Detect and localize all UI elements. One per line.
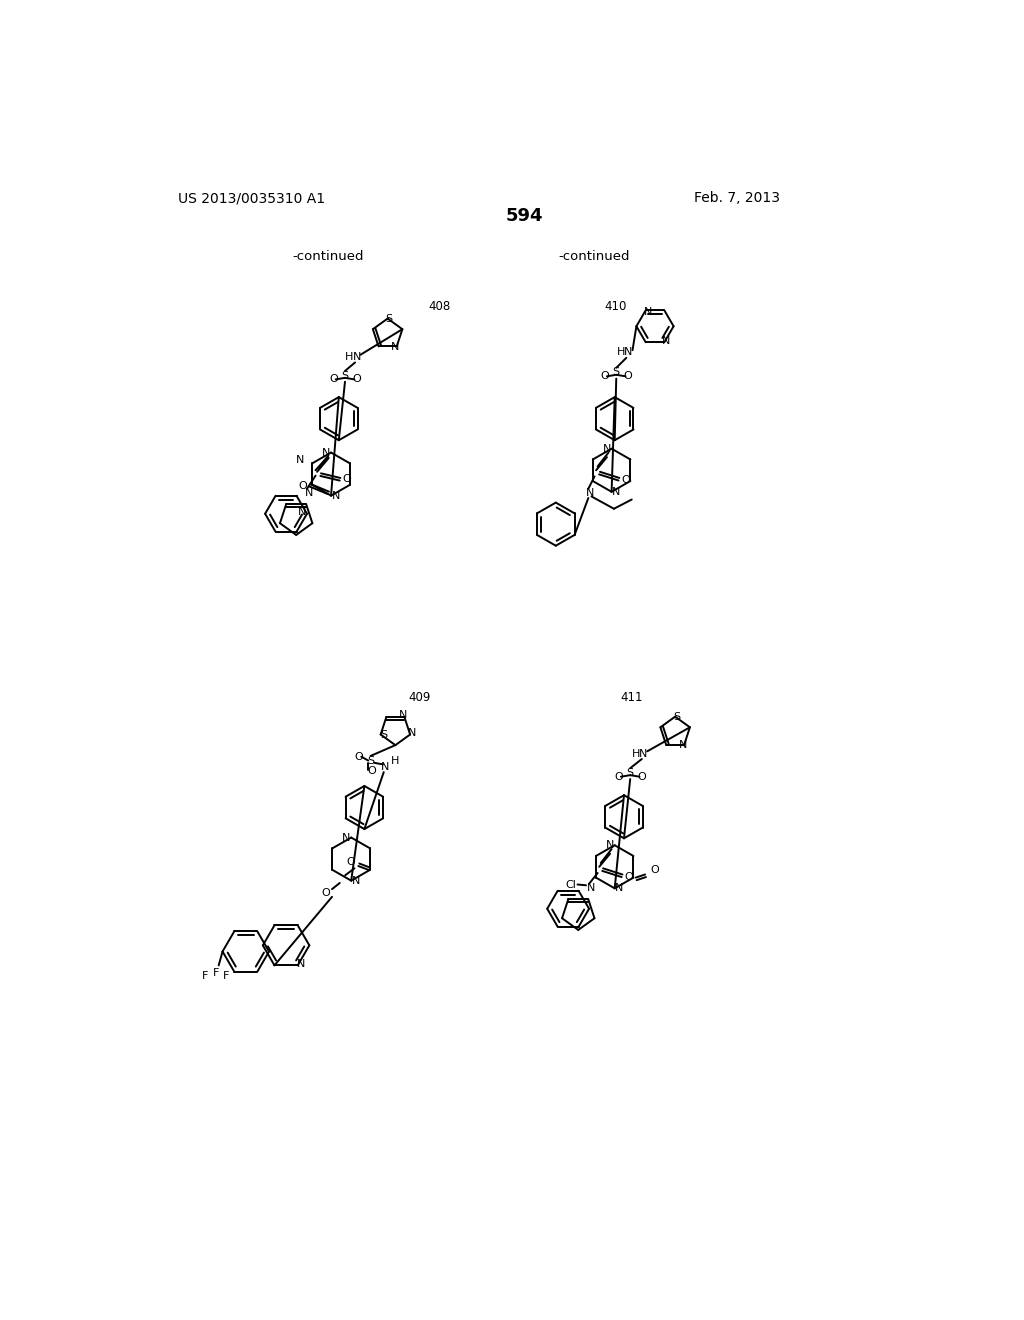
Text: N: N: [296, 455, 304, 465]
Text: O: O: [622, 475, 630, 486]
Text: N: N: [304, 488, 312, 499]
Text: N: N: [297, 958, 305, 969]
Text: N: N: [297, 507, 306, 517]
Text: N: N: [662, 335, 670, 346]
Text: S: S: [367, 755, 374, 766]
Text: S: S: [380, 730, 387, 741]
Text: N: N: [679, 741, 687, 750]
Text: O: O: [346, 857, 355, 867]
Text: N: N: [352, 352, 360, 362]
Text: O: O: [352, 375, 361, 384]
Text: 411: 411: [621, 690, 643, 704]
Text: N: N: [606, 841, 614, 850]
Text: N: N: [587, 883, 595, 894]
Text: O: O: [614, 772, 623, 781]
Text: Feb. 7, 2013: Feb. 7, 2013: [693, 191, 779, 206]
Text: 409: 409: [409, 690, 431, 704]
Text: US 2013/0035310 A1: US 2013/0035310 A1: [178, 191, 326, 206]
Text: -continued: -continued: [292, 251, 364, 264]
Text: O: O: [322, 888, 330, 898]
Text: N: N: [644, 306, 652, 317]
Text: F: F: [213, 968, 219, 978]
Text: O: O: [600, 371, 609, 381]
Text: H: H: [616, 347, 625, 358]
Text: N: N: [615, 883, 624, 894]
Text: S: S: [673, 711, 680, 722]
Text: N: N: [323, 447, 331, 458]
Text: O: O: [638, 772, 646, 781]
Text: H: H: [345, 352, 353, 362]
Text: N: N: [391, 342, 399, 352]
Text: 594: 594: [506, 207, 544, 226]
Text: F: F: [223, 972, 229, 981]
Text: S: S: [612, 367, 620, 378]
Text: S: S: [386, 314, 393, 323]
Text: N: N: [332, 491, 340, 500]
Text: S: S: [341, 371, 348, 380]
Text: N: N: [586, 488, 594, 499]
Text: N: N: [603, 444, 611, 454]
Text: O: O: [299, 482, 307, 491]
Text: N: N: [381, 762, 389, 772]
Text: H: H: [632, 748, 640, 759]
Text: 408: 408: [428, 300, 451, 313]
Text: O: O: [625, 871, 633, 882]
Text: F: F: [203, 972, 209, 981]
Text: Cl: Cl: [565, 879, 575, 890]
Text: H: H: [390, 755, 398, 766]
Text: N: N: [639, 748, 647, 759]
Text: O: O: [329, 375, 338, 384]
Text: N: N: [612, 487, 621, 496]
Text: O: O: [354, 752, 364, 763]
Text: O: O: [342, 474, 351, 484]
Text: N: N: [342, 833, 351, 842]
Text: 410: 410: [604, 300, 627, 313]
Text: O: O: [650, 865, 658, 875]
Text: O: O: [624, 371, 632, 381]
Text: N: N: [409, 727, 417, 738]
Text: N: N: [624, 347, 632, 358]
Text: -continued: -continued: [559, 251, 631, 264]
Text: S: S: [627, 768, 634, 777]
Text: N: N: [398, 710, 408, 719]
Text: O: O: [368, 767, 377, 776]
Text: N: N: [351, 875, 360, 886]
